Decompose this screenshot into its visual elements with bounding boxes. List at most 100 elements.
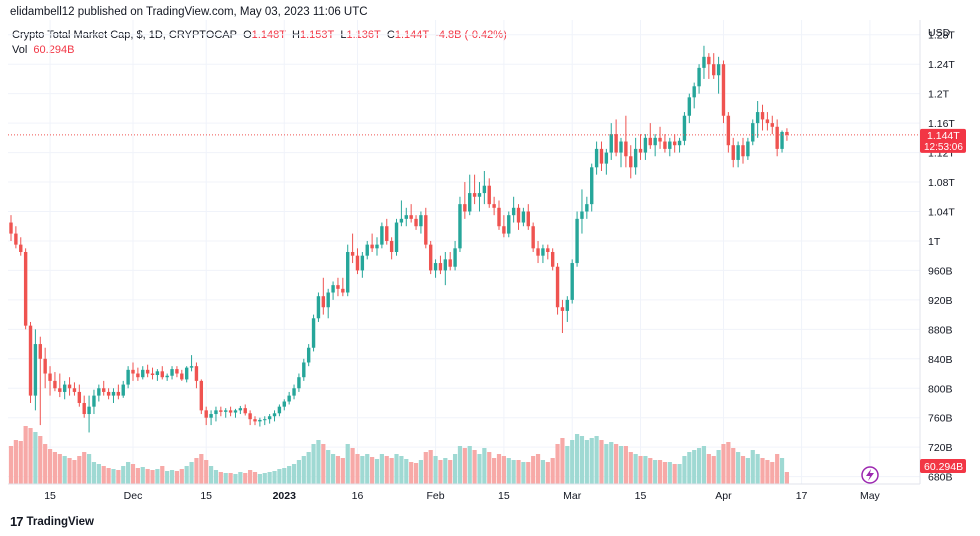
volume-bar — [784, 472, 790, 484]
volume-bar — [653, 460, 658, 484]
tradingview-logo-text: TradingView — [26, 515, 94, 528]
candle-body — [477, 193, 482, 197]
volume-bar — [184, 466, 189, 484]
candle-body — [565, 299, 570, 311]
candle-body — [492, 204, 496, 208]
candle-body — [58, 388, 62, 392]
volume-bar — [765, 460, 770, 484]
volume-bar — [618, 446, 624, 484]
price-tick-label: 1.08T — [928, 177, 955, 189]
volume-bar — [301, 456, 306, 484]
candle-body — [277, 406, 282, 414]
candle-body — [302, 362, 306, 378]
volume-bar — [443, 458, 448, 484]
volume-bar — [760, 458, 765, 484]
volume-bar — [623, 446, 628, 484]
candle-body — [106, 391, 111, 396]
volume-bar — [594, 436, 599, 484]
candle-body — [399, 218, 404, 223]
volume-bar — [726, 442, 731, 484]
volume-bar — [779, 458, 785, 484]
candle-body — [253, 419, 257, 422]
candle-body — [287, 395, 291, 402]
volume-bar — [57, 454, 62, 484]
volume-bar — [365, 454, 370, 484]
volume-bar — [291, 464, 297, 484]
candle-body — [516, 207, 521, 223]
candle-body — [38, 344, 42, 359]
time-tick-label: Feb — [427, 490, 445, 502]
candle-body — [453, 248, 457, 267]
candle-body — [663, 141, 667, 149]
volume-bar — [662, 462, 668, 484]
volume-bar — [379, 454, 384, 484]
candle-body — [209, 414, 213, 418]
volume-bar — [545, 462, 550, 484]
candle-body — [111, 391, 116, 396]
volume-bar — [731, 448, 736, 484]
candle-body — [92, 395, 96, 407]
time-tick-label: Apr — [715, 490, 732, 502]
candle-body — [487, 185, 491, 205]
candle-body — [131, 369, 135, 374]
volume-bar — [692, 450, 697, 484]
volume-bar — [399, 456, 404, 484]
volume-bar — [116, 470, 121, 484]
candle-body — [590, 167, 594, 205]
price-tick-label: 920B — [928, 295, 953, 307]
volume-bar — [677, 464, 682, 484]
candle-body — [755, 112, 760, 124]
candle-body — [67, 384, 72, 389]
candle-body — [150, 373, 155, 375]
time-tick-label: 15 — [200, 490, 212, 502]
volume-bar — [540, 460, 546, 484]
volume-bar — [418, 460, 424, 484]
price-tick-label: 1.16T — [928, 118, 955, 130]
volume-bar — [648, 458, 653, 484]
candle-body — [658, 137, 662, 142]
candle-body — [375, 244, 379, 249]
volume-bar — [38, 436, 43, 484]
volume-bar — [423, 452, 428, 484]
volume-bar — [91, 462, 97, 484]
candle-body — [511, 207, 516, 216]
candle-body — [48, 373, 52, 381]
volume-bar — [350, 448, 355, 484]
legend-volume-label[interactable]: Vol — [12, 44, 28, 56]
tradingview-logo[interactable]: 17 TradingView — [10, 514, 94, 529]
candle-body — [443, 259, 448, 271]
volume-bar — [121, 466, 126, 484]
volume-bar — [555, 444, 560, 484]
volume-bar — [218, 472, 223, 484]
candle-body — [672, 141, 677, 146]
price-axis[interactable]: 1.28T1.24T1.2T1.16T1.12T1.08T1.04T1T960B… — [928, 30, 955, 484]
volume-bar — [701, 446, 707, 484]
volume-bar — [179, 469, 184, 484]
time-axis[interactable]: 15 Dec 15 2023 16 Feb 15 Mar 15 Apr 17 May — [44, 490, 880, 502]
time-tick-label: 17 — [796, 490, 808, 502]
lightning-icon[interactable] — [861, 466, 879, 484]
candle-body — [243, 408, 247, 414]
volume-bar — [672, 464, 677, 484]
volume-bar — [682, 456, 687, 484]
candle-body — [629, 156, 633, 168]
volume-bar — [23, 426, 28, 484]
symbol-legend: Crypto Total Market Cap, $, 1D, CRYPTOCA… — [12, 28, 507, 58]
volume-bar — [18, 441, 23, 484]
volume-bar — [638, 456, 643, 484]
volume-bar — [321, 444, 326, 484]
volume-bar — [326, 450, 331, 484]
volume-bar — [457, 446, 463, 484]
volume-bar — [360, 456, 365, 484]
volume-bar — [340, 458, 345, 484]
candle-body — [472, 193, 477, 197]
candle-body — [43, 358, 47, 374]
volume-bar — [770, 462, 775, 484]
candle-body — [746, 141, 750, 157]
candle-body — [341, 288, 345, 293]
volume-bar — [248, 470, 253, 484]
volume-bar — [711, 456, 716, 484]
publish-info: elidambell12 published on TradingView.co… — [10, 6, 368, 18]
volume-bar — [330, 454, 336, 484]
